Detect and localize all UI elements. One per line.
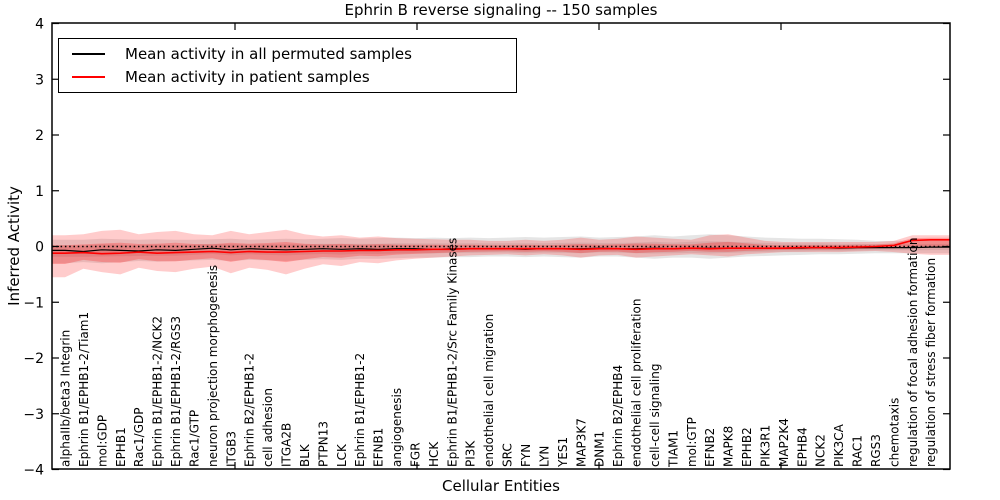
x-category-label: ITGA2B: [280, 423, 294, 467]
patient-mean-line: [52, 239, 950, 255]
x-category-label: EFNB1: [372, 428, 386, 467]
x-category-label: Ephrin B1/EPHB1-2/Src Family Kinases: [445, 238, 459, 467]
x-category-label: Ephrin B2/EPHB4: [611, 365, 625, 467]
x-category-label: MAPK8: [722, 426, 736, 467]
y-axis-label: Inferred Activity: [5, 186, 23, 306]
y-tick-label: 1: [35, 184, 44, 200]
x-category-label: regulation of stress fiber formation: [924, 258, 938, 467]
x-category-label: PIK3CA: [832, 423, 846, 467]
x-category-label: LYN: [537, 446, 551, 467]
x-category-label: mol:GDP: [95, 415, 109, 467]
patient-std-band-inner: [52, 237, 950, 264]
x-category-label: DNM1: [593, 431, 607, 467]
x-category-label: Ephrin B1/EPHB1-2/Tiam1: [77, 312, 91, 467]
x-category-label: PI3K: [464, 440, 478, 467]
x-category-label: RAC1: [851, 435, 865, 467]
x-category-label: NCK2: [814, 434, 828, 467]
y-tick-label: −3: [23, 407, 44, 423]
x-category-label: EPHB2: [740, 427, 754, 467]
chart-title: Ephrin B reverse signaling -- 150 sample…: [344, 1, 658, 19]
x-category-label: regulation of focal adhesion formation: [906, 238, 920, 467]
x-category-label: FGR: [408, 442, 422, 467]
x-category-label: chemotaxis: [887, 398, 901, 467]
x-category-label: Ephrin B1/EPHB1-2: [353, 353, 367, 467]
legend-label-patient: Mean activity in patient samples: [125, 68, 370, 87]
x-category-label: endothelial cell migration: [482, 314, 496, 467]
x-category-label: MAP3K7: [574, 418, 588, 467]
x-category-label: neuron projection morphogenesis: [206, 265, 220, 467]
x-category-label: Ephrin B1/EPHB1-2/RGS3: [169, 316, 183, 467]
patient-std-band-outer: [52, 229, 950, 278]
legend-entry-permuted: Mean activity in all permuted samples: [59, 45, 516, 63]
x-category-label: RGS3: [869, 434, 883, 467]
patient-line-swatch: [72, 76, 105, 79]
x-category-label: EFNB2: [703, 428, 717, 467]
y-tick-label: −1: [23, 295, 44, 311]
x-category-label: YES1: [556, 437, 570, 468]
x-category-label: ITGB3: [224, 431, 238, 467]
x-category-label: TIAM1: [666, 430, 680, 468]
x-category-label: endothelial cell proliferation: [630, 299, 644, 467]
x-category-label: HCK: [427, 441, 441, 467]
y-tick-label: −2: [23, 351, 44, 367]
x-category-label: Rac1/GDP: [132, 408, 146, 467]
x-category-label: Ephrin B2/EPHB1-2: [243, 353, 257, 467]
x-category-label: MAP2K4: [777, 418, 791, 467]
x-axis-label: Cellular Entities: [442, 477, 560, 495]
y-tick-label: 4: [35, 17, 44, 33]
x-category-label: Ephrin B1/EPHB1-2/NCK2: [151, 316, 165, 467]
x-category-label: angiogenesis: [390, 388, 404, 467]
x-category-label: PIK3R1: [758, 425, 772, 467]
x-category-label: mol:GTP: [685, 417, 699, 467]
y-tick-label: −4: [23, 463, 44, 479]
x-category-label: EPHB4: [795, 427, 809, 467]
x-category-label: FYN: [519, 444, 533, 467]
y-tick-label: 2: [35, 128, 44, 144]
x-category-label: SRC: [501, 443, 515, 467]
y-tick-label: 0: [35, 240, 44, 256]
x-category-label: alphaIIb/beta3 Integrin: [59, 330, 73, 467]
x-category-label: LCK: [335, 443, 349, 467]
legend-entry-patient: Mean activity in patient samples: [59, 68, 516, 86]
x-category-label: BLK: [298, 443, 312, 467]
permuted-line-swatch: [72, 52, 105, 55]
y-tick-label: 3: [35, 72, 44, 88]
legend: Mean activity in all permuted samples Me…: [58, 38, 517, 93]
x-category-label: cell adhesion: [261, 388, 275, 467]
legend-label-permuted: Mean activity in all permuted samples: [125, 44, 412, 63]
x-category-label: cell-cell signaling: [648, 364, 662, 468]
x-category-label: PTPN13: [316, 421, 330, 467]
x-category-label: Rac1/GTP: [187, 410, 201, 467]
x-category-label: EPHB1: [114, 427, 128, 467]
